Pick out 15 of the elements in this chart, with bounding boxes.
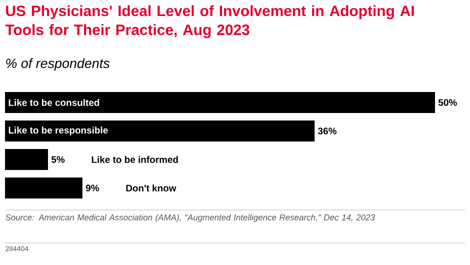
chart-subtitle: % of respondents (6, 58, 110, 71)
data-label: 36% (318, 128, 337, 134)
bar (5, 92, 436, 114)
y-tick-label: Like to be consulted (8, 99, 100, 106)
y-tick-label: Like to be informed (92, 156, 178, 163)
data-label: 9% (86, 184, 100, 192)
source-note: Source: American Medical Association (AMA), "Augmented Intelligence Research," Dec 14, 2023 (5, 214, 375, 222)
y-tick-label: Like to be responsible (8, 126, 108, 136)
data-label: 5% (52, 156, 65, 163)
chart-title: US Physicians' Ideal Level of Involvement in Adopting AI Tools for Their Practice, Aug 2023 (5, 5, 414, 38)
y-tick-label: Don't know (126, 184, 176, 192)
bar (5, 178, 82, 198)
bar (5, 120, 315, 142)
bar (5, 149, 48, 170)
data-label: 50% (438, 99, 457, 106)
